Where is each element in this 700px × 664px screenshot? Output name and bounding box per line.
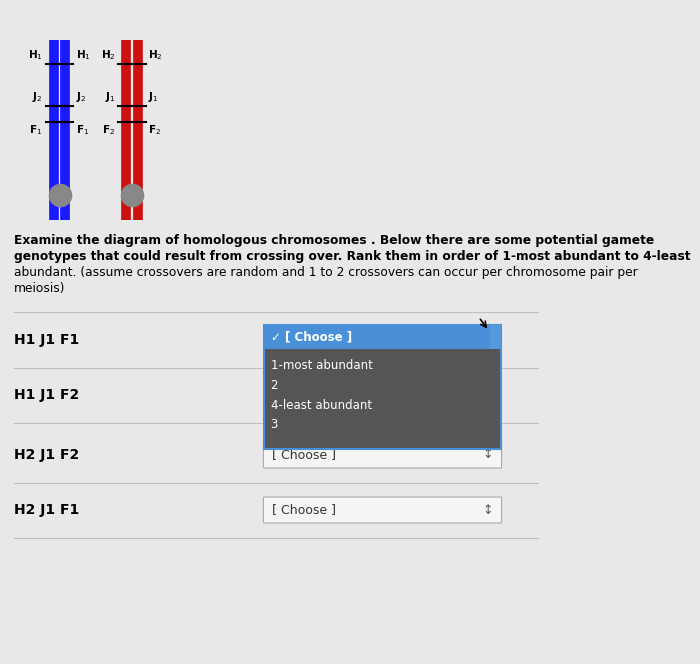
Text: H$_1$: H$_1$ <box>76 48 90 62</box>
Text: ↕: ↕ <box>482 503 493 517</box>
Bar <box>264 325 500 449</box>
Text: Examine the diagram of homologous chromosomes . Below there are some potential g: Examine the diagram of homologous chromo… <box>14 234 654 247</box>
Text: H$_2$: H$_2$ <box>101 48 115 62</box>
Text: J$_2$: J$_2$ <box>32 90 43 104</box>
Text: H2 J1 F1: H2 J1 F1 <box>14 503 79 517</box>
Text: genotypes that could result from crossing over. Rank them in order of 1-most abu: genotypes that could result from crossin… <box>14 250 691 263</box>
Text: 3: 3 <box>270 418 278 432</box>
Text: H1 J1 F2: H1 J1 F2 <box>14 388 79 402</box>
Text: F$_2$: F$_2$ <box>102 123 115 137</box>
Bar <box>264 349 500 449</box>
Text: H$_1$: H$_1$ <box>28 48 43 62</box>
Bar <box>264 325 500 349</box>
Text: F$_2$: F$_2$ <box>148 123 161 137</box>
Text: H$_2$: H$_2$ <box>148 48 163 62</box>
Text: [ Choose ]: [ Choose ] <box>272 448 336 461</box>
Text: ✓ [ Choose ]: ✓ [ Choose ] <box>270 331 351 343</box>
Text: F$_1$: F$_1$ <box>76 123 89 137</box>
FancyBboxPatch shape <box>263 497 502 523</box>
Text: ↕: ↕ <box>482 448 493 461</box>
Text: 1-most abundant: 1-most abundant <box>270 359 372 371</box>
Text: J$_1$: J$_1$ <box>104 90 115 104</box>
Text: 2: 2 <box>270 378 278 392</box>
Text: H1 J1 F1: H1 J1 F1 <box>14 333 79 347</box>
FancyBboxPatch shape <box>263 442 502 468</box>
Text: J$_1$: J$_1$ <box>148 90 159 104</box>
Bar <box>490 325 500 349</box>
Text: meiosis): meiosis) <box>14 282 66 295</box>
Text: F$_1$: F$_1$ <box>29 123 43 137</box>
Text: H2 J1 F2: H2 J1 F2 <box>14 448 79 462</box>
Text: 4-least abundant: 4-least abundant <box>270 398 372 412</box>
Text: J$_2$: J$_2$ <box>76 90 86 104</box>
Text: abundant. (assume crossovers are random and 1 to 2 crossovers can occur per chro: abundant. (assume crossovers are random … <box>14 266 638 279</box>
Text: [ Choose ]: [ Choose ] <box>272 503 336 517</box>
